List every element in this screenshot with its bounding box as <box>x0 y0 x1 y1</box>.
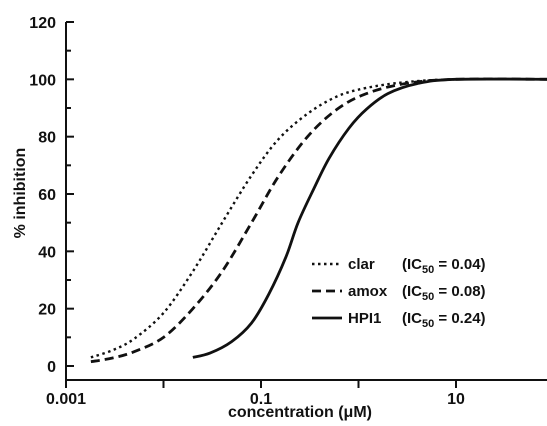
y-tick-label: 0 <box>47 359 56 376</box>
y-axis-title: % inhibition <box>12 148 29 239</box>
plot-area <box>90 77 547 364</box>
x-tick-label: 0.1 <box>250 391 272 408</box>
ticks: 0 20 40 60 80 100 120 0.001 0.1 10 <box>29 15 465 408</box>
x-tick-label: 10 <box>447 391 465 408</box>
legend-ic50: (IC50 = 0.24) <box>402 310 486 330</box>
legend-ic50: (IC50 = 0.08) <box>402 283 486 303</box>
y-tick-label: 120 <box>29 15 56 32</box>
y-tick-label: 80 <box>38 130 56 147</box>
y-tick-label: 100 <box>29 72 56 89</box>
y-tick-label: 20 <box>38 302 56 319</box>
legend-label: clar <box>348 256 375 273</box>
y-tick-label: 40 <box>38 244 56 261</box>
legend-label: amox <box>348 283 388 300</box>
series-line-amox <box>90 77 547 364</box>
legend-label: HPI1 <box>348 310 381 327</box>
y-tick-label: 60 <box>38 187 56 204</box>
x-axis-title: concentration (μM) <box>228 404 372 421</box>
legend-ic50: (IC50 = 0.04) <box>402 256 486 276</box>
x-tick-label: 0.001 <box>46 391 86 408</box>
series-line-hpi1 <box>192 77 547 359</box>
axes <box>65 22 547 381</box>
legend: clar (IC50 = 0.04) amox (IC50 = 0.08) HPI1 (I… <box>312 256 486 330</box>
